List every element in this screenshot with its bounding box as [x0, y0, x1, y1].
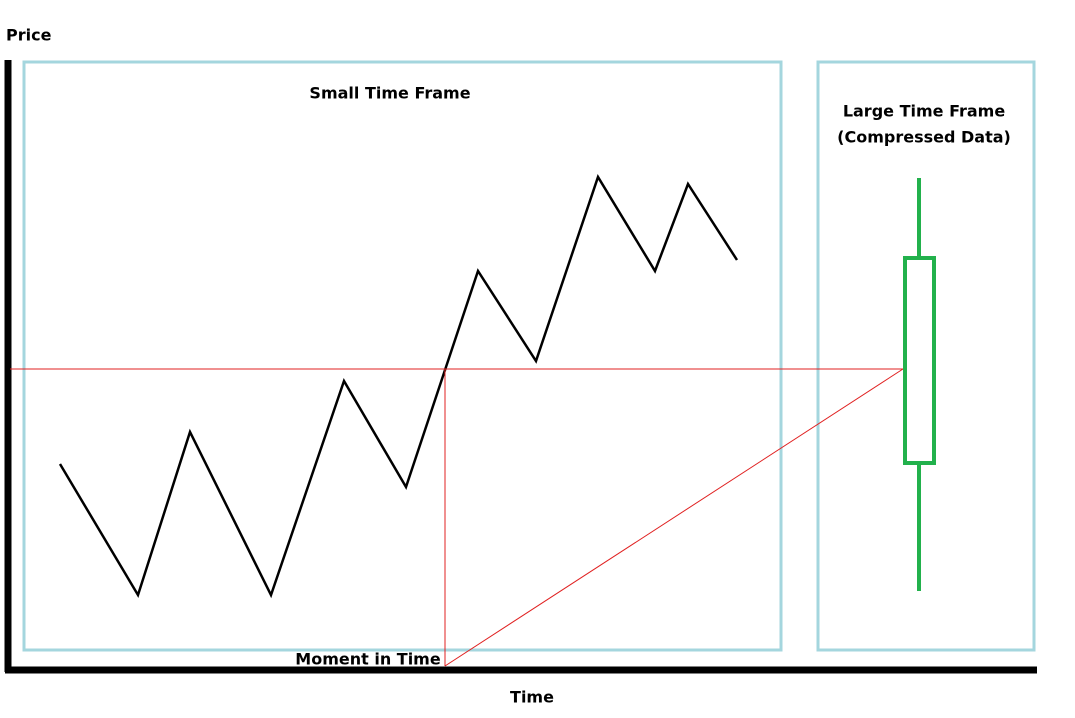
- y-axis-label: Price: [6, 26, 52, 45]
- price-zigzag: [58, 174, 739, 599]
- moment-label: Moment in Time: [295, 650, 441, 669]
- mapping-line: [444, 368, 904, 667]
- candle-body: [903, 256, 936, 465]
- small-frame-box: [22, 60, 783, 652]
- large-frame-box: [816, 60, 1036, 652]
- large-frame-title: Large Time Frame: [843, 102, 1006, 121]
- small-frame-title: Small Time Frame: [309, 84, 470, 103]
- large-frame-subtitle: (Compressed Data): [837, 128, 1011, 147]
- x-axis-label: Time: [510, 688, 554, 707]
